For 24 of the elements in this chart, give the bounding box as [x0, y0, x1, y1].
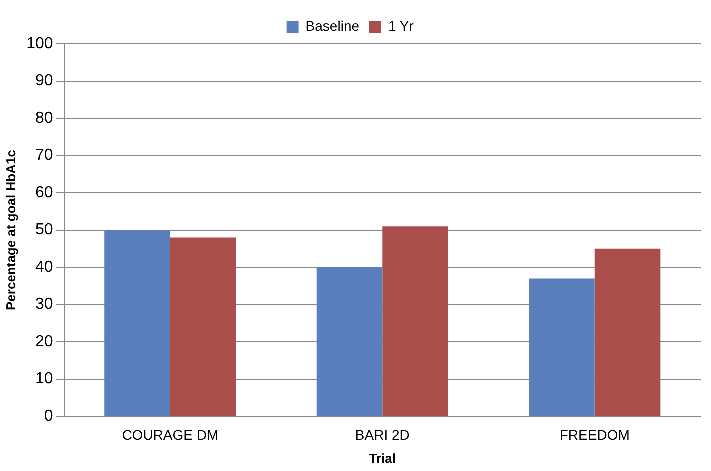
y-tick-label: 50	[36, 222, 54, 239]
bar	[170, 238, 236, 416]
x-tick-label: BARI 2D	[355, 426, 410, 443]
y-tick-label: 40	[36, 258, 54, 276]
y-tick-label: 30	[36, 296, 54, 314]
y-tick-label: 70	[36, 147, 54, 164]
y-axis-title: Percentage at goal HbA1c	[3, 150, 18, 310]
y-tick-label: 0	[44, 408, 54, 426]
y-tick-label: 60	[36, 184, 54, 202]
bar	[104, 230, 170, 416]
bar	[529, 278, 595, 416]
y-tick-label: 100	[26, 35, 54, 52]
bar	[594, 248, 661, 416]
bar	[316, 268, 383, 416]
legend-label: Baseline	[306, 18, 360, 34]
y-tick-label: 80	[36, 110, 54, 127]
x-tick-label: COURAGE DM	[122, 426, 219, 443]
bar	[382, 226, 448, 416]
legend-label: 1 Yr	[388, 18, 414, 34]
x-axis-title: Trial	[369, 450, 396, 466]
y-tick-label: 10	[36, 370, 54, 388]
x-tick-label: FREEDOM	[560, 426, 630, 443]
y-tick-label: 90	[36, 72, 54, 90]
y-tick-label: 20	[36, 333, 54, 350]
